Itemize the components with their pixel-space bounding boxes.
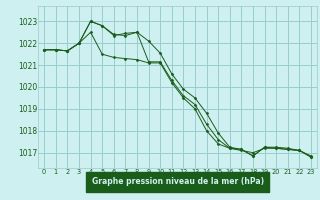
X-axis label: Graphe pression niveau de la mer (hPa): Graphe pression niveau de la mer (hPa) — [92, 177, 264, 186]
